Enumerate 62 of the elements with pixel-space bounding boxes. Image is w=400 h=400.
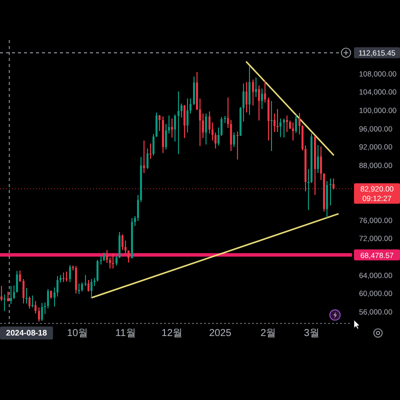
candlestick [326,180,328,218]
candlestick [254,77,257,98]
candlestick [282,118,285,138]
candlestick [292,122,294,142]
candlestick [78,283,80,295]
candlestick [96,259,99,282]
candlestick [248,66,251,116]
candlestick [22,278,24,304]
candlestick [10,285,12,305]
candlestick [205,112,208,145]
candlestick [276,108,279,133]
candlestick [246,82,248,113]
candlestick [233,132,236,148]
candlestick [28,296,30,310]
candlestick [295,114,298,134]
candlestick [112,252,114,269]
candlestick [32,294,34,308]
candlestick [184,104,186,138]
ref-line-label: 2024-08-18 [6,328,48,338]
candlestick [146,148,148,170]
candlestick [40,302,43,322]
candlestick [19,270,22,283]
candlestick [258,84,260,122]
candlestick [236,131,238,160]
x-tick-label: 12월 [162,328,183,339]
candlestick [38,306,40,322]
x-tick-label: 11월 [115,328,136,339]
candlestick [149,142,152,160]
candlestick [171,118,174,138]
x-tick-label: 2월 [260,328,276,339]
candlestick [280,118,282,138]
candlestick [286,115,288,133]
candlestick [252,78,254,106]
candlestick [192,76,195,106]
candlestick [25,288,28,304]
candlestick [316,144,319,174]
candlestick [74,266,77,294]
candlestick [158,114,161,132]
candlestick [186,98,189,133]
x-tick-label: 3월 [304,328,320,339]
x-tick-label: 2025 [209,328,232,339]
candlestick [177,91,180,154]
candlestick [0,285,3,302]
candlestick [332,178,334,190]
candlestick [261,88,264,110]
x-tick-label: 10월 [66,328,88,339]
candlestick [68,264,71,283]
candlestick [34,300,37,314]
candlestick [66,271,68,282]
candlestick [6,290,9,302]
candlestick [87,279,90,292]
candlestick [264,80,266,104]
candlestick [270,100,272,152]
candlestick [267,97,270,141]
candlestick [174,114,176,142]
candlestick [62,272,65,283]
candlestick [84,274,86,286]
candlestick [273,112,276,133]
candlestick [122,234,124,251]
candlestick [90,278,92,300]
candlestick [4,294,6,312]
candlestick [143,140,146,174]
